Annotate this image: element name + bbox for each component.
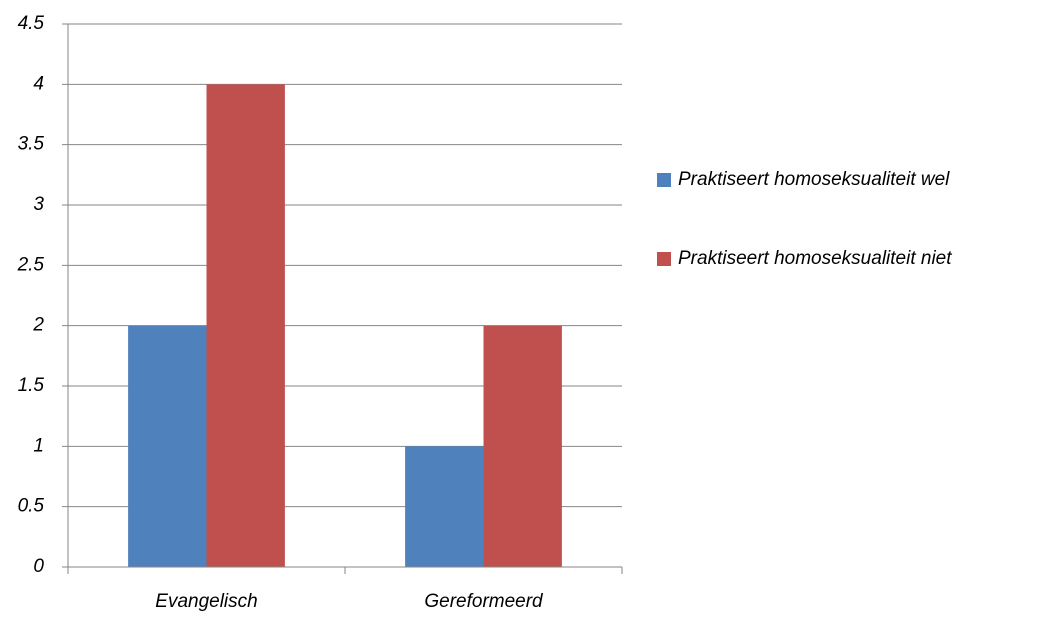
y-tick-label: 0.5 <box>18 496 45 517</box>
legend-label: Praktiseert homoseksualiteit wel <box>678 169 950 190</box>
y-tick-label: 0 <box>33 556 44 577</box>
legend-label: Praktiseert homoseksualiteit niet <box>678 248 952 269</box>
legend-swatch <box>657 173 671 187</box>
y-tick-label: 1.5 <box>18 375 45 396</box>
y-tick-label: 4.5 <box>18 13 45 34</box>
y-tick-label: 3 <box>33 194 44 215</box>
y-tick-label: 2.5 <box>17 254 45 275</box>
legend-swatch <box>657 252 671 266</box>
bar <box>405 446 484 567</box>
y-tick-label: 1 <box>33 435 44 456</box>
x-tick-label: Evangelisch <box>155 591 257 612</box>
y-tick-label: 4 <box>33 73 44 94</box>
y-tick-label: 3.5 <box>18 134 45 155</box>
bar <box>206 84 285 567</box>
y-tick-label: 2 <box>32 315 44 336</box>
x-tick-label: Gereformeerd <box>424 591 544 612</box>
bar <box>483 325 562 567</box>
bar <box>128 325 207 567</box>
